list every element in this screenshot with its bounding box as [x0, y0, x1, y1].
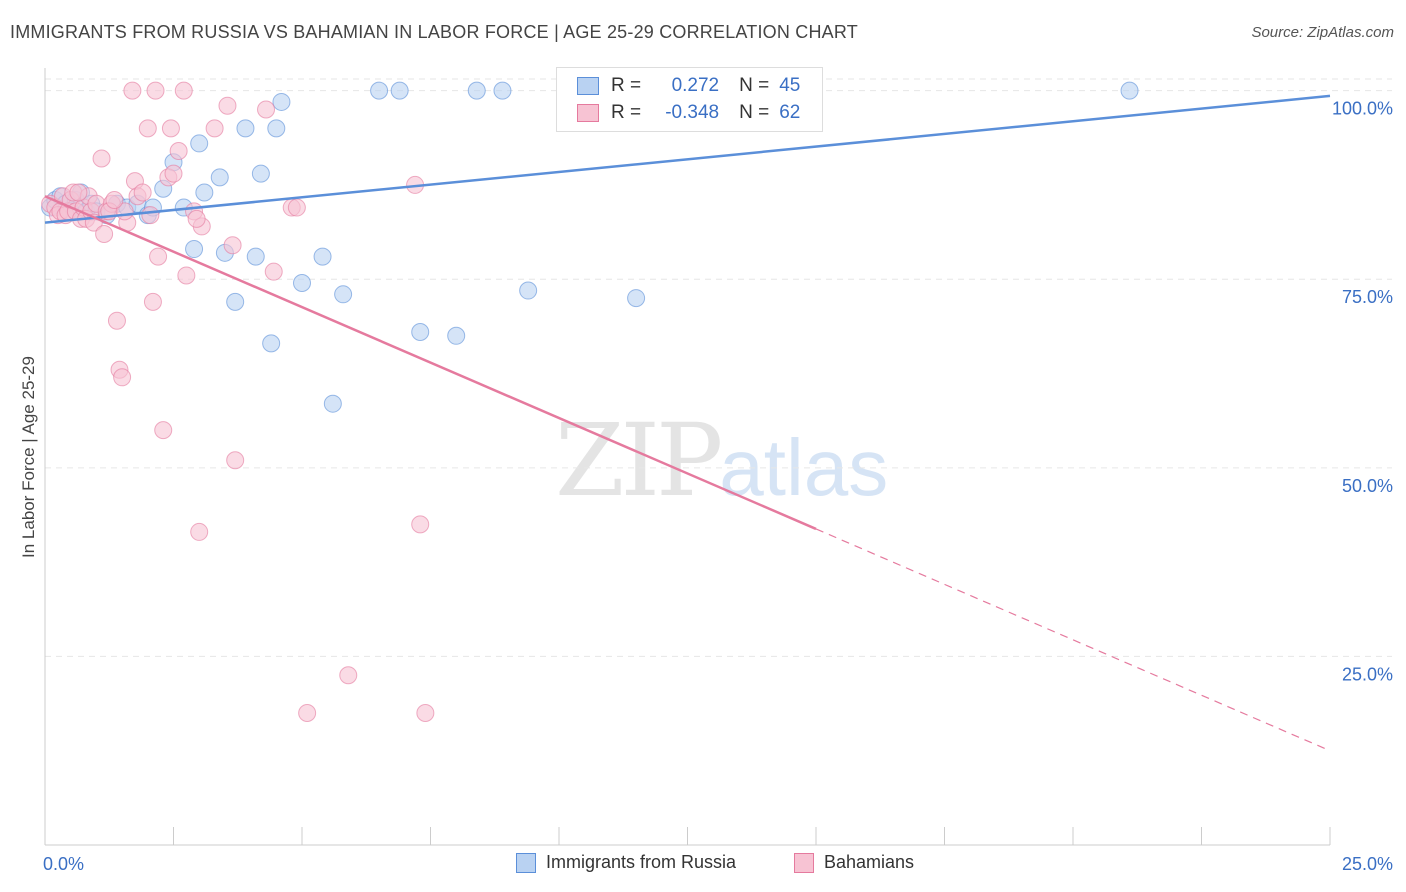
legend-r-label: R = — [611, 102, 642, 123]
russia-point — [323, 394, 342, 413]
bahamians-point — [169, 141, 188, 160]
russia-trend-line — [44, 94, 1331, 224]
russia-point — [334, 285, 353, 304]
series-legend-bahamians[interactable]: Bahamians — [794, 852, 914, 873]
y-tick-label: 25.0% — [1342, 664, 1393, 684]
legend-r-value: -0.348 — [665, 102, 720, 123]
series-label-russia: Immigrants from Russia — [546, 852, 737, 872]
legend-n-value: 62 — [779, 102, 801, 123]
bahamians-point — [226, 451, 245, 470]
bahamians-point — [190, 522, 209, 541]
russia-point — [267, 119, 286, 138]
russia-point — [293, 273, 311, 292]
stats-legend-row-russia: R = 0.272 N = 45 — [577, 74, 800, 98]
russia-point — [210, 168, 229, 187]
russia-point — [190, 134, 209, 153]
legend-n-value: 45 — [779, 75, 801, 96]
russia-point — [627, 289, 646, 308]
bahamians-point — [177, 266, 196, 285]
bahamians-point — [223, 236, 242, 255]
x-tick-label: 25.0% — [1342, 854, 1393, 874]
bahamians-point — [174, 81, 193, 100]
russia-point — [185, 240, 204, 259]
russia-point — [467, 81, 486, 100]
bahamians-point — [287, 198, 306, 217]
bahamians-point — [123, 81, 142, 100]
chart-title: IMMIGRANTS FROM RUSSIA VS BAHAMIAN IN LA… — [10, 22, 858, 42]
bahamians-point — [154, 421, 173, 440]
bahamians-trend-line — [44, 195, 817, 531]
bahamians-point — [164, 164, 183, 183]
legend-r-value: 0.272 — [671, 75, 720, 96]
series-legend-russia[interactable]: Immigrants from Russia — [516, 852, 736, 873]
stats-legend: R = 0.272 N = 45 R = -0.348 N = 62 — [556, 67, 823, 132]
legend-n-label: N = — [739, 102, 770, 123]
russia-point — [226, 292, 245, 311]
bahamians-point — [143, 292, 162, 311]
bahamians-point — [92, 149, 111, 168]
y-tick-label: 75.0% — [1342, 287, 1393, 307]
bahamians-point — [105, 191, 124, 210]
watermark-zip: ZIP — [555, 402, 723, 519]
bahamians-point — [161, 119, 180, 138]
series-label-bahamians: Bahamians — [824, 852, 915, 872]
bahamians-point — [411, 515, 430, 534]
y-tick-label: 50.0% — [1342, 476, 1393, 496]
bahamians-point — [205, 119, 224, 138]
russia-point — [246, 247, 265, 266]
legend-swatch-russia — [577, 77, 599, 95]
series-swatch-russia — [516, 852, 536, 873]
bahamians-point — [141, 206, 160, 225]
bahamians-point — [149, 247, 168, 266]
bahamians-point — [133, 183, 152, 202]
legend-swatch-bahamians — [577, 104, 599, 122]
bahamians-point — [138, 119, 157, 138]
bahamians-point — [339, 666, 358, 685]
series-swatch-bahamians — [794, 852, 814, 873]
russia-point — [411, 323, 430, 342]
legend-n-label: N = — [739, 75, 770, 96]
stats-legend-row-bahamians: R = -0.348 N = 62 — [577, 101, 800, 125]
russia-point — [519, 281, 538, 300]
y-tick-label: 100.0% — [1332, 99, 1393, 119]
russia-point — [1120, 81, 1139, 100]
x-tick-label: 0.0% — [43, 854, 84, 874]
bahamians-point — [298, 703, 317, 722]
russia-point — [251, 164, 270, 183]
legend-r-label: R = — [611, 75, 642, 96]
bahamians-point — [113, 368, 132, 387]
russia-point — [195, 183, 214, 202]
bahamians-point — [146, 81, 165, 100]
russia-point — [313, 247, 332, 266]
russia-point — [370, 81, 389, 100]
russia-point — [262, 334, 281, 353]
bahamians-point — [187, 209, 206, 228]
bahamians-point — [69, 183, 88, 202]
bahamians-point — [107, 311, 126, 330]
bahamians-trend-line-extension — [815, 528, 1331, 752]
bahamians-point — [95, 224, 114, 243]
bahamians-point — [264, 262, 283, 281]
russia-point — [390, 81, 409, 100]
russia-point — [493, 81, 512, 100]
bahamians-point — [218, 96, 237, 115]
russia-point — [236, 119, 255, 138]
russia-point — [447, 326, 466, 345]
bahamians-point — [257, 100, 276, 119]
bahamians-point — [416, 703, 435, 722]
source-label: Source: ZipAtlas.com — [1251, 24, 1394, 41]
russia-point — [272, 92, 291, 111]
